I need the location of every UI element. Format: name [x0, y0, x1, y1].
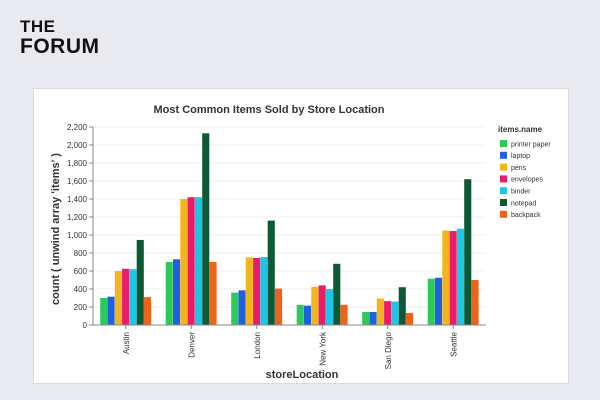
y-tick-label: 1,400 — [67, 195, 88, 204]
bar — [165, 262, 173, 325]
brand-line-2: FORUM — [20, 35, 100, 58]
bar — [362, 311, 370, 325]
legend: items.name printer paper laptop pens envelo… — [498, 125, 551, 219]
legend-label: backpack — [511, 212, 541, 219]
bar — [238, 290, 246, 325]
brand-logo: THE FORUM — [20, 18, 100, 57]
legend-swatch — [500, 151, 507, 159]
legend-swatch — [500, 187, 507, 195]
bar — [311, 286, 319, 325]
y-tick-label: 2,000 — [67, 141, 88, 150]
y-tick-label: 800 — [74, 249, 88, 258]
bar — [114, 271, 122, 325]
bar — [136, 239, 144, 325]
legend-label: notepad — [511, 200, 536, 207]
y-tick-label: 200 — [74, 303, 88, 312]
y-tick-label: 1,200 — [67, 213, 88, 222]
grid-layer — [93, 126, 486, 326]
legend-label: binder — [511, 189, 531, 196]
bars-layer — [100, 133, 479, 325]
bar — [442, 230, 450, 325]
bar — [318, 285, 326, 325]
legend-swatch — [500, 175, 507, 183]
legend-label: laptop — [511, 153, 530, 160]
bar — [340, 304, 348, 325]
bar — [180, 199, 188, 325]
bar — [304, 305, 312, 325]
x-tick-label: New York — [318, 331, 327, 366]
bar — [202, 133, 210, 325]
chart-card: Most Common Items Sold by Store Location… — [33, 88, 569, 384]
bar — [376, 298, 384, 325]
bar — [296, 304, 304, 325]
y-axis-title: count ( unwind array 'items' ) — [50, 153, 62, 305]
x-tick-label: London — [253, 332, 262, 359]
legend-label: printer paper — [511, 141, 551, 148]
bar — [267, 220, 275, 325]
legend-title: items.name — [498, 125, 543, 134]
bar — [449, 230, 457, 325]
x-axis-title: storeLocation — [266, 369, 339, 381]
y-tick-label: 400 — [74, 285, 88, 294]
bar — [369, 311, 377, 325]
x-tick-label: Denver — [187, 332, 196, 358]
bar — [245, 257, 253, 325]
bar-chart: Most Common Items Sold by Store Location… — [50, 104, 551, 381]
bar — [231, 292, 239, 325]
bar — [260, 257, 268, 325]
bar — [144, 297, 152, 325]
x-tick-label: Austin — [122, 332, 131, 354]
bar — [325, 289, 333, 325]
bar — [391, 301, 399, 325]
bar — [122, 268, 130, 325]
legend-label: envelopes — [511, 177, 543, 184]
y-tick-label: 600 — [74, 267, 88, 276]
bar — [427, 278, 435, 325]
bar — [398, 287, 406, 325]
y-tick-label: 0 — [83, 321, 88, 330]
bar — [406, 312, 414, 325]
legend-swatch — [500, 163, 507, 171]
bar — [384, 301, 392, 325]
bar — [209, 262, 217, 325]
y-tick-label: 1,000 — [67, 231, 88, 240]
bar — [129, 269, 137, 325]
chart-title: Most Common Items Sold by Store Location — [153, 104, 384, 116]
legend-swatch — [500, 199, 507, 206]
bar — [275, 288, 283, 325]
bar — [253, 257, 261, 325]
x-tick-label: San Diego — [384, 331, 393, 369]
bar — [194, 197, 202, 325]
legend-swatch — [500, 210, 507, 218]
bar — [435, 277, 443, 325]
legend-swatch — [500, 140, 507, 147]
y-tick-label: 2,200 — [67, 123, 88, 132]
y-tick-label: 1,600 — [67, 177, 88, 186]
y-tick-label: 1,800 — [67, 159, 88, 168]
bar — [471, 280, 479, 325]
bar — [107, 296, 115, 325]
bar — [173, 259, 181, 325]
bar — [333, 263, 341, 325]
brand-line-1: THE — [20, 17, 56, 36]
axis-layer: 0 200 400 600 800 1,000 1,200 1,400 1,600 1,800 2,… — [67, 123, 486, 369]
bar — [187, 197, 195, 325]
bar — [100, 298, 108, 325]
bar — [456, 228, 464, 325]
bar — [464, 179, 472, 325]
x-tick-label: Seattle — [449, 331, 458, 356]
legend-label: pens — [511, 165, 527, 172]
